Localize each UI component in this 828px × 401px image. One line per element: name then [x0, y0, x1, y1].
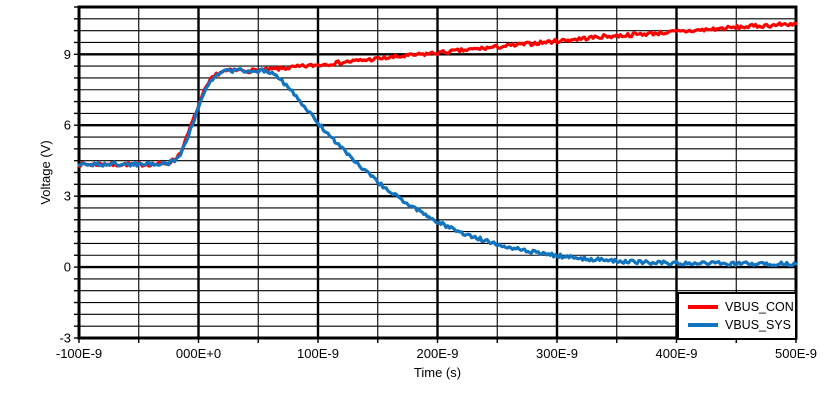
x-tick-label: 000E+0 — [176, 346, 221, 361]
y-tick-label: 3 — [64, 189, 71, 204]
vbus-sys-line-swatch — [688, 323, 718, 327]
y-tick-label: 6 — [64, 118, 71, 133]
vbus-con-line-swatch — [688, 305, 718, 309]
y-tick-label: 9 — [64, 47, 71, 62]
x-tick-label: -100E-9 — [56, 346, 102, 361]
x-axis-title: Time (s) — [414, 365, 461, 380]
x-tick-label: 100E-9 — [297, 346, 339, 361]
trace-lines — [77, 21, 798, 268]
legend-item-vbus-con: VBUS_CON — [688, 300, 794, 314]
y-tick-label: -3 — [59, 331, 71, 346]
plot-frame — [77, 5, 798, 340]
legend-label-vbus-sys: VBUS_SYS — [725, 318, 792, 332]
x-tick-label: 500E-9 — [775, 346, 817, 361]
legend-item-vbus-sys: VBUS_SYS — [688, 318, 791, 332]
x-tick-label: 300E-9 — [536, 346, 578, 361]
legend-label-vbus-con: VBUS_CON — [725, 300, 794, 314]
trace-vbus-sys — [77, 66, 798, 268]
tick-labels: -100E-9 000E+0 100E-9 200E-9 300E-9 400E-9 500… — [56, 47, 817, 361]
y-axis-title: Voltage (V) — [38, 140, 53, 204]
y-tick-label: 0 — [64, 260, 71, 275]
x-tick-label: 200E-9 — [417, 346, 459, 361]
x-tick-label: 400E-9 — [656, 346, 698, 361]
legend: VBUS_CON VBUS_SYS — [677, 292, 797, 340]
